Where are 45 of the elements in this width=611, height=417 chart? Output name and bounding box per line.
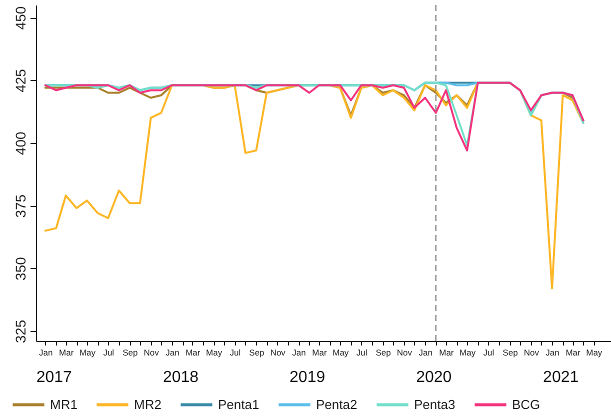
x-tick-label: Nov	[144, 348, 160, 358]
x-tick-label: Nov	[396, 348, 413, 358]
legend-label: Penta3	[414, 396, 456, 412]
x-tick-label: Mar	[186, 348, 200, 358]
text: 2018	[162, 369, 199, 386]
x-tick-label: Mar	[59, 348, 74, 358]
text: 2019	[290, 369, 326, 386]
x-tick-label: Jul	[483, 348, 494, 358]
legend-label: BCG	[512, 396, 540, 412]
y-tick-label: 425	[12, 68, 28, 92]
x-tick-label: Sep	[502, 348, 518, 358]
x-tick-label: May	[79, 348, 96, 358]
legend-label: MR1	[50, 396, 78, 412]
x-tick-label: Sep	[122, 348, 138, 358]
x-tick-label: May	[332, 348, 350, 358]
y-tick-label: 375	[12, 194, 28, 218]
x-tick-label: Sep	[249, 348, 265, 358]
x-tick-label: Jan	[546, 348, 560, 358]
x-tick-label: Jan	[166, 348, 180, 358]
x-tick-label: Jan	[418, 348, 433, 358]
x-tick-label: May	[460, 348, 476, 358]
x-tick-label: Mar	[566, 348, 580, 358]
legend-label: Penta1	[218, 396, 260, 412]
line-series	[44, 82, 584, 290]
x-tick-label: Jan	[39, 348, 53, 358]
x-tick-label: Jan	[292, 348, 306, 358]
x-tick-label: Sep	[376, 348, 392, 358]
y-tick-label: 400	[12, 132, 28, 156]
x-tick-label: Mar	[439, 348, 454, 358]
text: 2017	[36, 369, 72, 386]
y-tick-label: 450	[12, 6, 28, 30]
x-tick-label: May	[586, 348, 603, 358]
text: 2021	[543, 369, 579, 386]
x-tick-label: May	[206, 348, 223, 358]
x-tick-label: Mar	[312, 348, 327, 358]
x-tick-label: Jul	[103, 348, 114, 358]
x-tick-label: Jul	[356, 348, 368, 358]
text: 2020	[416, 369, 452, 386]
legend-label: Penta2	[316, 396, 358, 412]
y-tick-label: 350	[12, 256, 28, 280]
y-tick-label: 325	[12, 320, 28, 344]
legend-label: MR2	[134, 396, 162, 412]
x-tick-label: Nov	[524, 348, 540, 358]
x-tick-label: Jul	[230, 348, 241, 358]
x-tick-label: Nov	[270, 348, 286, 358]
